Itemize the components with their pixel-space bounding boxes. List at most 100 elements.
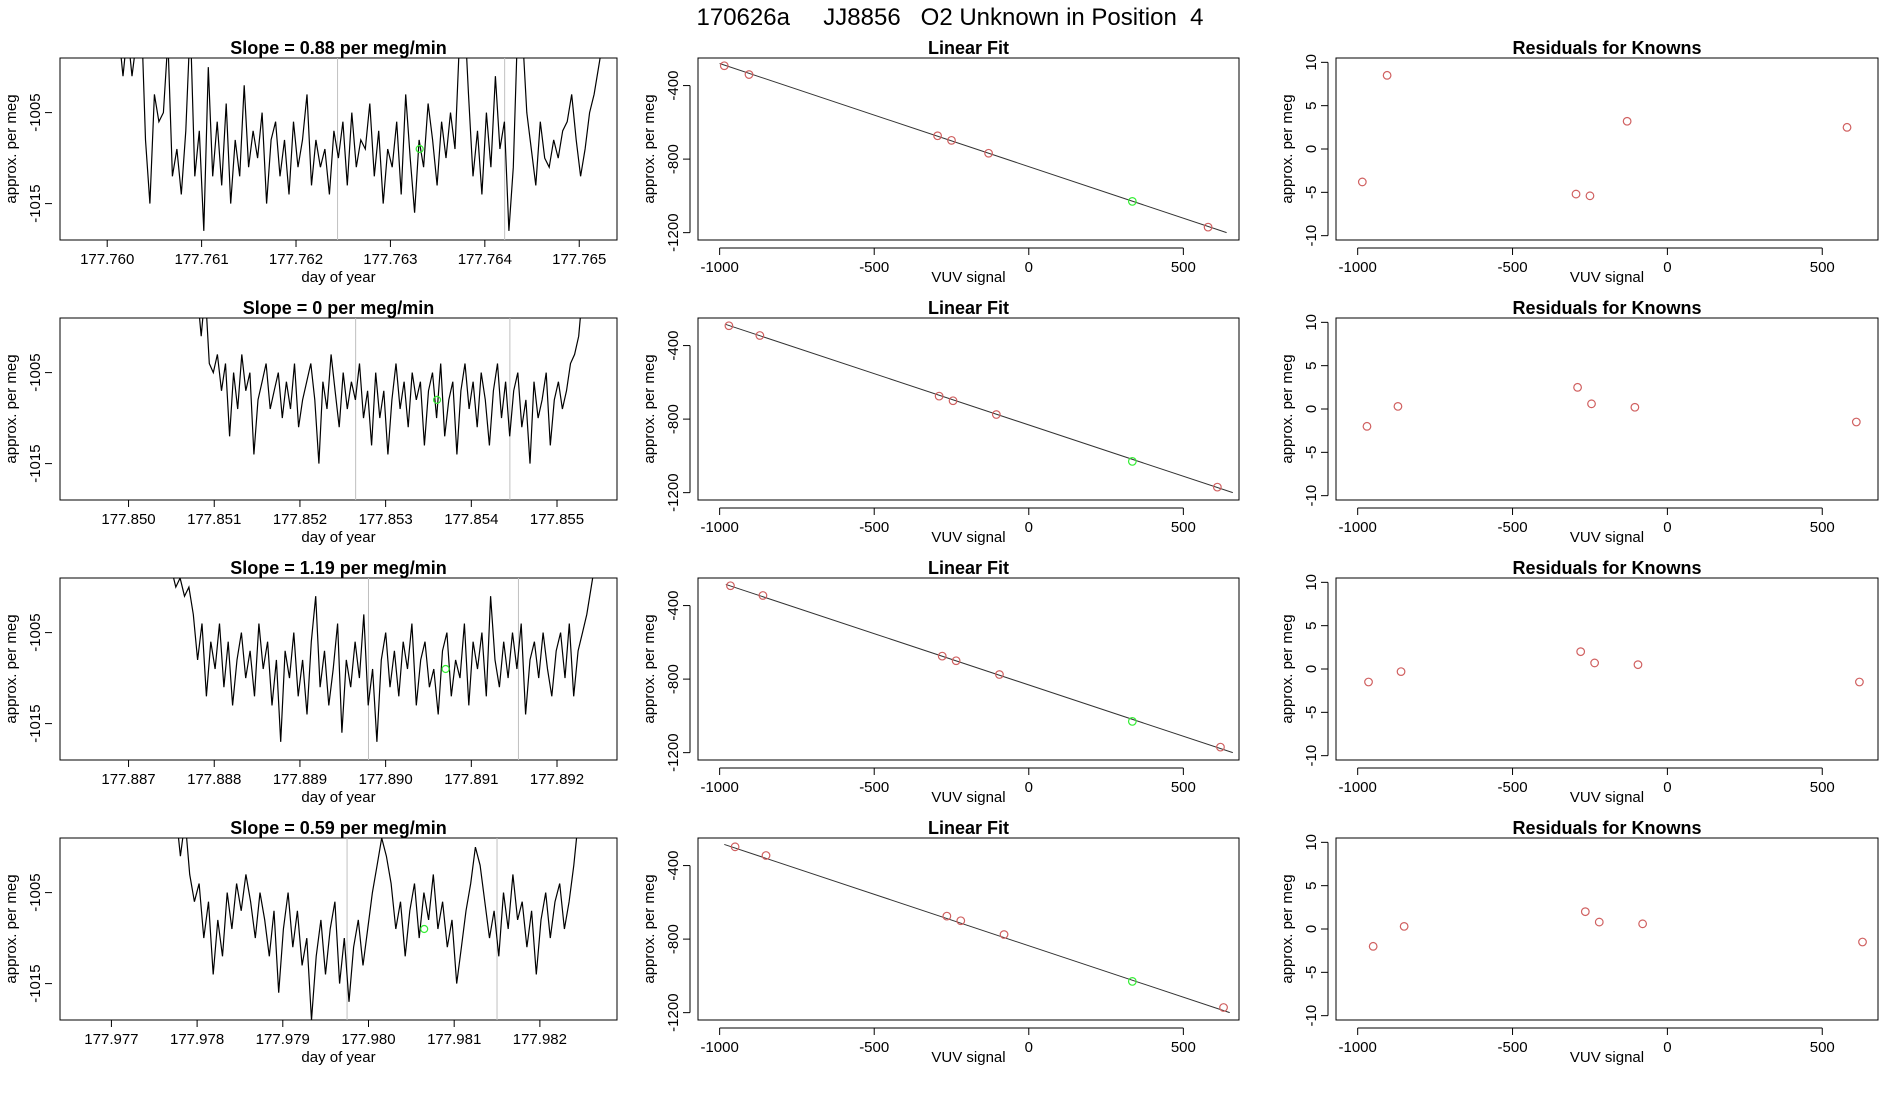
chart-title: Residuals for Knowns [1512,38,1701,58]
x-axis-label: VUV signal [931,269,1005,286]
x-tick-label: 500 [1810,779,1835,796]
y-tick-label: -10 [1303,745,1320,767]
plot-frame [1335,57,1879,241]
x-tick-label: 177.850 [101,511,155,528]
known-point [1630,402,1640,412]
x-tick-label: 177.760 [80,251,134,268]
x-tick-label: -500 [859,259,889,276]
y-tick-label: 0 [1303,145,1320,153]
x-tick-label: -500 [1498,519,1528,536]
y-tick-label: 10 [1303,834,1320,851]
known-point [1590,658,1600,668]
x-tick-label: 177.888 [187,771,241,788]
x-axis-label: day of year [301,529,375,546]
y-tick-label: -1200 [665,213,682,251]
y-tick-label: -1200 [665,733,682,771]
chart-title: Slope = 0 per meg/min [243,298,435,318]
known-point [1382,70,1392,80]
y-tick-label: -5 [1303,966,1320,979]
known-point [755,331,765,340]
y-tick-label: -1200 [665,993,682,1031]
x-axis-label: day of year [301,1049,375,1066]
y-tick-label: -10 [1303,225,1320,247]
known-point [719,61,729,71]
known-point [1357,177,1367,187]
unknown-point [441,664,450,674]
signal-trace [120,58,601,231]
known-point [991,410,1001,419]
known-point [1587,399,1596,409]
x-tick-label: 177.982 [513,1031,567,1048]
known-point [995,670,1004,679]
x-tick-label: -500 [1498,1039,1528,1056]
known-point [999,930,1009,939]
x-tick-label: 0 [1025,1039,1033,1056]
signal-trace [172,578,594,742]
y-tick-label: 5 [1303,881,1320,889]
unknown-point [420,924,429,934]
x-tick-label: 177.854 [444,511,498,528]
plot-frame [697,57,1240,241]
y-tick-label: -1005 [27,873,44,911]
y-axis-label: approx. per meg [1279,614,1296,723]
y-axis-label: approx. per meg [3,874,20,983]
chart-title: Slope = 0.88 per meg/min [230,38,447,58]
x-axis-label: VUV signal [931,789,1005,806]
fit-line [719,63,1227,234]
x-tick-label: -500 [859,1039,889,1056]
known-point [1580,907,1590,917]
x-tick-label: 177.891 [444,771,498,788]
known-point [1396,667,1406,676]
x-tick-label: 500 [1171,1039,1196,1056]
known-point [1216,742,1225,752]
chart-title: Linear Fit [928,818,1009,838]
x-tick-label: 177.764 [458,251,512,268]
y-axis-label: approx. per meg [3,94,20,203]
unknown-point [1127,976,1137,986]
y-tick-label: -1015 [27,964,44,1002]
x-axis-label: VUV signal [1570,269,1644,286]
known-point [937,651,947,661]
x-tick-label: 500 [1171,779,1196,796]
known-point [744,70,754,79]
y-tick-label: 0 [1303,405,1320,413]
x-tick-label: 0 [1663,1039,1671,1056]
x-tick-label: -1000 [1338,779,1376,796]
y-tick-label: -5 [1303,706,1320,719]
known-point [1573,382,1582,392]
plot-frame [1335,317,1879,501]
y-tick-label: 0 [1303,665,1320,673]
x-tick-label: 177.851 [187,511,241,528]
x-tick-label: -500 [859,779,889,796]
known-point [956,916,966,926]
y-tick-label: -400 [665,331,682,361]
y-tick-label: -1005 [27,613,44,651]
chart-title: Slope = 0.59 per meg/min [230,818,447,838]
x-tick-label: 0 [1025,779,1033,796]
y-axis-label: approx. per meg [641,614,658,723]
known-point [1576,647,1586,657]
known-point [948,396,958,406]
known-point [1585,191,1595,201]
plot-frame [1335,577,1879,761]
known-point [1393,402,1403,411]
known-point [1571,189,1581,199]
figure-title: 170626a JJ8856 O2 Unknown in Position 4 [696,4,1204,31]
y-tick-label: -1200 [665,473,682,511]
x-tick-label: 177.853 [359,511,413,528]
x-tick-label: 0 [1025,519,1033,536]
unknown-point [432,395,442,404]
x-tick-label: 177.762 [269,251,323,268]
y-axis-label: approx. per meg [641,94,658,203]
x-tick-label: -500 [1498,779,1528,796]
plot-frame [697,837,1240,1021]
known-point [726,581,735,591]
signal-trace [198,318,581,464]
known-point [730,842,740,852]
y-tick-label: 0 [1303,925,1320,933]
known-point [758,591,768,600]
known-point [947,135,956,145]
x-tick-label: 177.761 [174,251,228,268]
x-tick-label: 177.852 [273,511,327,528]
